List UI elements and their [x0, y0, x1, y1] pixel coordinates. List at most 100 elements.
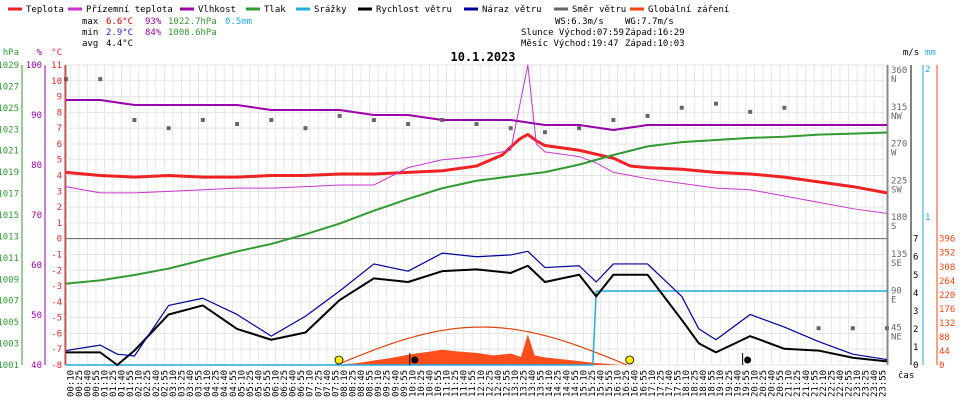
stat-min-temp: 2.9°C: [106, 28, 133, 38]
axis-tick-temp: 8: [57, 108, 62, 118]
x-tick-label: 22:55: [845, 370, 855, 397]
series-rychlost-větru: [66, 264, 888, 366]
x-tick-label: 06:10: [272, 370, 282, 397]
wind-direction-point-0: [64, 77, 68, 82]
x-tick-label: 07:25: [314, 370, 324, 397]
wind-direction-point-19: [713, 101, 718, 106]
x-tick-label: 09:40: [391, 370, 401, 397]
legend-label-2: Vlhkost: [198, 5, 236, 15]
x-axis-unit: čas: [898, 370, 914, 381]
wind-sun-info: WS:6.3m/s WG:7.7m/s Slunce Východ:07:59 …: [521, 17, 685, 49]
legend-label-5: Rychlost větru: [376, 5, 452, 15]
x-tick-label: 06:25: [280, 370, 290, 397]
series-vlhkost: [66, 99, 887, 131]
stat-max-hum: 93%: [145, 17, 162, 27]
axis-tick-wm2: 0: [939, 361, 944, 371]
stat-min-hum: 84%: [145, 28, 162, 38]
axis-tick-dir: 270: [891, 140, 907, 150]
series-layer: [64, 64, 889, 366]
axis-tick-temp: -5: [51, 314, 62, 324]
axis-tick-temp: 0: [57, 235, 62, 245]
axis-tick-dir-letter: N: [891, 75, 896, 85]
marker-sunset: [625, 355, 635, 365]
x-tick-label: 14:40: [562, 370, 572, 397]
axis-tick-wm2: 132: [939, 319, 955, 329]
axis-tick-dir-letter: SW: [891, 185, 902, 195]
axis-tick-hpa: 1003: [0, 340, 19, 350]
x-tick-label: 11:25: [451, 370, 461, 397]
x-tick-label: 18:10: [682, 370, 692, 397]
marker-moonrise: [744, 356, 752, 364]
x-tick-label: 02:25: [143, 370, 153, 397]
x-tick-label: 12:55: [502, 370, 512, 397]
x-tick-label: 06:40: [289, 370, 299, 397]
axis-tick-ms: 2: [913, 325, 918, 335]
x-tick-label: 15:25: [588, 370, 598, 397]
axis-tick-pct: 70: [31, 211, 42, 221]
x-tick-label: 14:10: [545, 370, 555, 397]
axis-tick-hpa: 1013: [0, 232, 19, 242]
axis-tick-dir-letter: SE: [891, 259, 902, 269]
axis-tick-temp: -6: [51, 329, 62, 339]
x-tick-label: 02:10: [135, 370, 145, 397]
legend-label-7: Směr větru: [572, 5, 626, 15]
x-tick-label: 07:10: [306, 370, 316, 397]
x-tick-label: 09:55: [400, 370, 410, 397]
axis-tick-hpa: 1017: [0, 190, 19, 200]
axis-unit-ms: m/s: [903, 48, 919, 58]
x-tick-label: 01:10: [100, 370, 110, 397]
axis-tick-wm2: 44: [939, 347, 950, 357]
x-tick-label: 20:10: [750, 370, 760, 397]
axes-layer: hPa1029102710251023102110191017101510131…: [0, 48, 955, 371]
sun-moon-markers: [334, 353, 752, 365]
x-tick-label: 04:25: [212, 370, 222, 397]
axis-tick-temp: 3: [57, 187, 62, 197]
axis-tick-temp: -1: [51, 250, 62, 260]
wind-direction-point-2: [132, 118, 137, 122]
axis-tick-pct: 100: [26, 61, 42, 71]
x-axis: 00:1000:2500:4000:5501:1001:2501:4001:55…: [66, 370, 888, 397]
x-tick-label: 17:55: [673, 370, 683, 397]
x-tick-label: 18:40: [699, 370, 709, 397]
x-tick-label: 19:25: [725, 370, 735, 397]
x-tick-label: 12:25: [485, 370, 495, 397]
x-tick-label: 11:10: [443, 370, 453, 397]
axis-tick-ms: 0: [913, 361, 918, 371]
x-tick-label: 13:55: [537, 370, 547, 397]
axis-tick-temp: 5: [57, 156, 62, 166]
x-tick-label: 03:40: [186, 370, 196, 397]
axis-tick-temp: 6: [57, 140, 62, 150]
stat-max-rain: 0.5mm: [225, 17, 252, 27]
axis-tick-dir-letter: NW: [891, 112, 902, 122]
axis-tick-ms: 4: [913, 289, 918, 299]
stat-max-press: 1022.7hPa: [168, 17, 217, 27]
axis-tick-temp: 4: [57, 172, 62, 182]
x-tick-label: 03:55: [195, 370, 205, 397]
legend-label-0: Teplota: [26, 5, 64, 15]
axis-tick-wm2: 176: [939, 305, 955, 315]
x-tick-label: 01:40: [118, 370, 128, 397]
axis-tick-hpa: 1009: [0, 275, 19, 285]
x-tick-label: 00:10: [66, 370, 76, 397]
axis-tick-temp: 1: [57, 219, 62, 229]
x-tick-label: 18:25: [691, 370, 701, 397]
x-tick-label: 22:40: [836, 370, 846, 397]
marker-sunrise: [334, 355, 344, 365]
x-tick-label: 16:55: [639, 370, 649, 397]
x-tick-label: 23:55: [879, 370, 889, 397]
x-tick-label: 20:55: [776, 370, 786, 397]
axis-tick-hpa: 1025: [0, 104, 19, 114]
x-tick-label: 07:55: [331, 370, 341, 397]
axis-tick-dir: 135: [891, 250, 907, 260]
legend: Teplota Přízemní teplota Vlhkost Tlak Srážky…: [8, 5, 729, 15]
wind-direction-point-10: [406, 122, 411, 127]
x-tick-label: 19:55: [742, 370, 752, 397]
legend-label-3: Tlak: [264, 5, 286, 15]
stats-block: max 6.6°C 93% 1022.7hPa 0.5mm min 2.9°C …: [82, 17, 252, 49]
x-tick-label: 07:40: [323, 370, 333, 397]
x-tick-label: 12:10: [477, 370, 487, 397]
x-tick-label: 20:25: [759, 370, 769, 397]
axis-tick-temp: 10: [51, 77, 62, 87]
x-tick-label: 22:10: [819, 370, 829, 397]
